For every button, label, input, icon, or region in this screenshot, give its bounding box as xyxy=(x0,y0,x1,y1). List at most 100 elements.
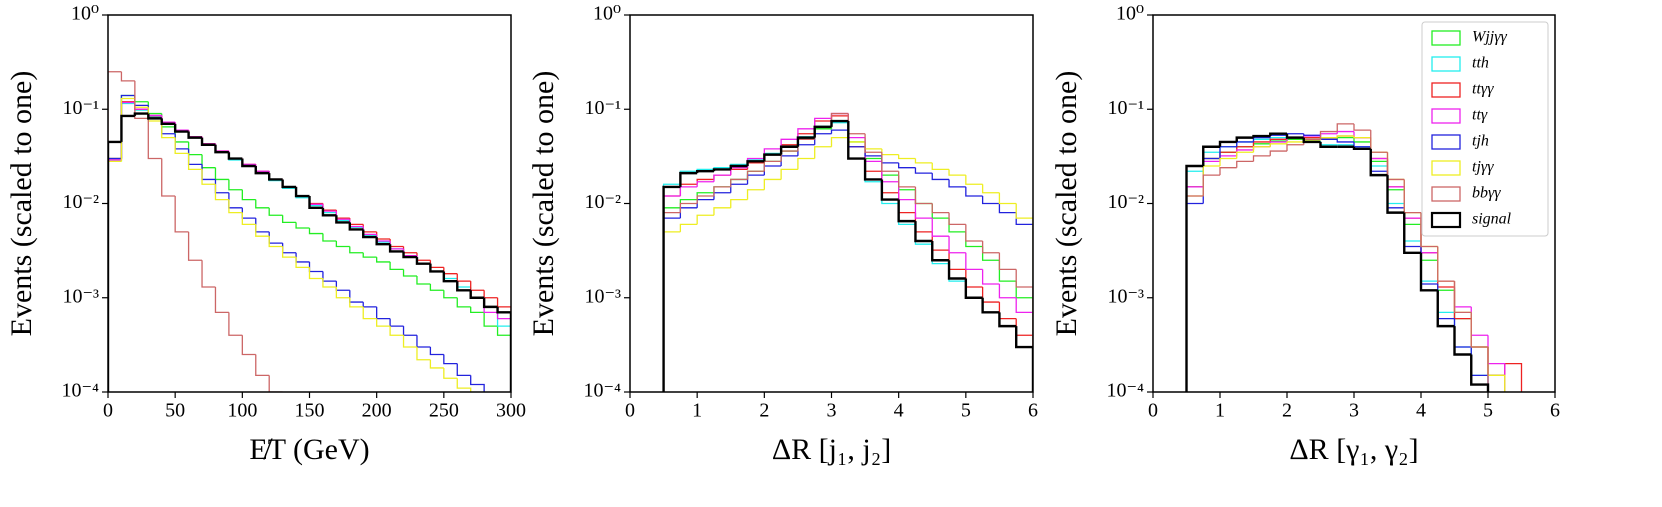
histogram-step xyxy=(120,94,135,159)
legend-swatch xyxy=(1431,30,1461,46)
histogram-step xyxy=(1202,157,1220,204)
histogram-step xyxy=(981,196,1000,205)
histogram-step xyxy=(746,162,765,170)
histogram-step xyxy=(255,218,270,233)
histogram-step xyxy=(214,179,229,194)
histogram-step xyxy=(662,185,681,392)
histogram-step xyxy=(349,219,364,228)
histogram-step xyxy=(255,164,270,172)
histogram-step xyxy=(1370,146,1388,167)
histogram-step xyxy=(796,136,815,147)
histogram-step xyxy=(201,154,216,169)
histogram-step xyxy=(456,281,471,292)
histogram-step xyxy=(1386,161,1405,191)
histogram-step xyxy=(1303,133,1321,136)
y-tick-label: 10⁻¹ xyxy=(62,97,99,119)
histogram-step xyxy=(1370,137,1388,160)
histogram-step xyxy=(797,157,815,170)
histogram-step xyxy=(200,137,216,146)
histogram-step xyxy=(483,297,498,308)
histogram-step xyxy=(814,146,832,159)
y-tick-label: 10⁻⁴ xyxy=(61,380,99,402)
histogram-step xyxy=(965,252,983,271)
x-tick-label: 0 xyxy=(1148,400,1158,422)
histogram-step xyxy=(281,243,297,254)
histogram-step xyxy=(254,165,270,175)
histogram-step xyxy=(1403,179,1421,214)
histogram-step xyxy=(160,118,176,126)
histogram-step xyxy=(1236,160,1254,168)
legend-label: bbγγ xyxy=(1472,185,1501,202)
legend-box xyxy=(1421,21,1549,237)
histogram-step xyxy=(746,160,765,166)
x-tick-label: 1 xyxy=(692,400,702,422)
legend-label: tjh xyxy=(1472,133,1489,150)
x-tick-label: 200 xyxy=(362,400,392,422)
histogram-step xyxy=(161,115,176,123)
y-tick-label: 10⁻³ xyxy=(584,285,621,307)
histogram-step xyxy=(1437,260,1455,291)
histogram-step xyxy=(214,144,229,154)
histogram-step xyxy=(496,306,511,392)
histogram-step xyxy=(429,347,444,356)
histogram-step xyxy=(120,94,135,159)
histogram-step xyxy=(1453,281,1472,313)
legend-label: ttγ xyxy=(1472,107,1488,124)
histogram-step xyxy=(1202,160,1220,187)
y-tick-label: 10⁻² xyxy=(1107,191,1144,213)
histogram-step xyxy=(268,173,283,181)
histogram-step xyxy=(948,179,966,188)
histogram-step xyxy=(335,215,350,224)
histogram-step xyxy=(713,186,731,193)
histogram-step xyxy=(931,241,950,262)
histogram-step xyxy=(662,207,681,392)
histogram-step xyxy=(241,158,256,166)
histogram-step xyxy=(746,189,765,200)
histogram-step xyxy=(864,133,882,153)
histogram-step xyxy=(679,171,698,187)
x-tick-label: 0 xyxy=(625,400,635,422)
histogram-step xyxy=(931,203,950,219)
histogram-step xyxy=(1219,167,1237,176)
histogram-step xyxy=(713,174,731,182)
histogram-step xyxy=(295,186,310,197)
histogram-step xyxy=(120,101,135,159)
histogram-step xyxy=(108,160,122,392)
histogram-step xyxy=(1185,164,1204,392)
histogram-step xyxy=(1235,136,1254,142)
histogram-step xyxy=(1470,312,1489,392)
histogram-step xyxy=(847,130,866,148)
histogram-step xyxy=(362,302,377,308)
histogram-step xyxy=(847,121,866,143)
x-tick-label: 250 xyxy=(429,400,459,422)
histogram-step xyxy=(295,252,310,263)
histogram-step xyxy=(1353,131,1371,139)
histogram-step xyxy=(389,242,404,250)
histogram-step xyxy=(147,118,162,160)
histogram-step xyxy=(712,168,731,172)
histogram-step xyxy=(1453,312,1472,348)
histogram-step xyxy=(1336,123,1354,132)
histogram-step xyxy=(456,378,472,392)
histogram-step xyxy=(1352,146,1371,151)
histogram-step xyxy=(402,251,417,259)
histogram-step xyxy=(881,152,899,172)
histogram-step xyxy=(1370,137,1388,153)
histogram-step xyxy=(201,136,216,145)
histogram-step xyxy=(1185,186,1204,392)
histogram-step xyxy=(1269,132,1287,137)
histogram-step xyxy=(847,113,866,135)
legend-swatch xyxy=(1431,82,1461,98)
histogram-step xyxy=(335,241,350,248)
x-axis-label: E̸T (GeV) xyxy=(249,433,369,466)
histogram-step xyxy=(847,121,866,160)
histogram-step xyxy=(174,196,189,233)
histogram-step xyxy=(1319,130,1338,140)
histogram-step xyxy=(241,158,256,168)
histogram-step xyxy=(1386,158,1405,188)
histogram-step xyxy=(1236,141,1254,147)
histogram-step xyxy=(187,130,203,138)
histogram-step xyxy=(214,184,229,201)
histogram-step xyxy=(241,207,256,219)
